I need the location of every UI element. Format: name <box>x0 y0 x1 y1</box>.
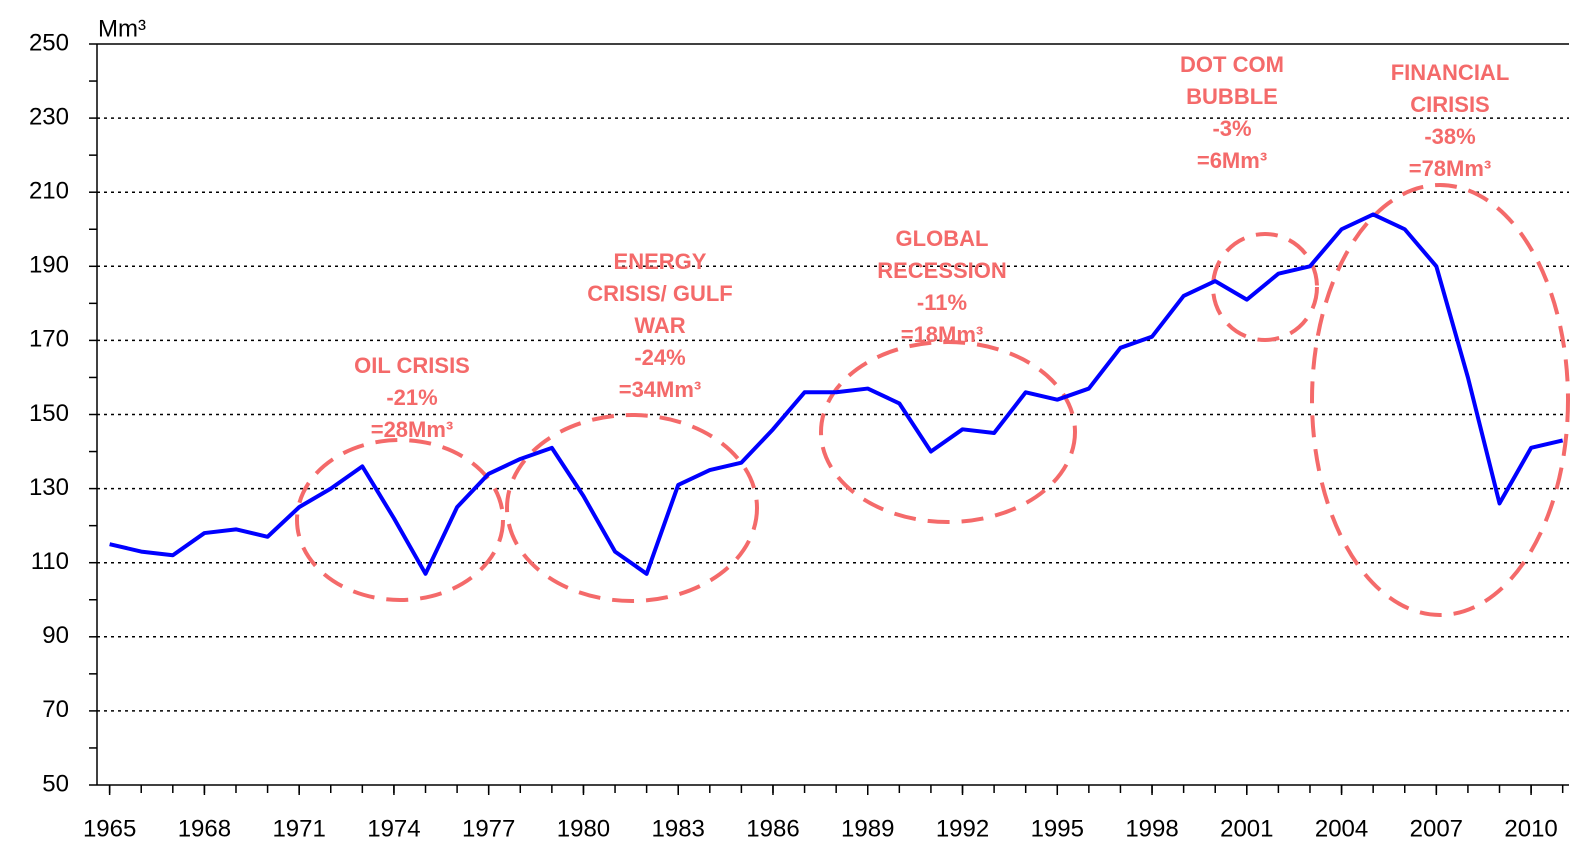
x-tick-label: 2004 <box>1315 815 1368 842</box>
y-tick-label: 230 <box>29 103 69 130</box>
annotation-text: -24% <box>634 345 685 370</box>
x-tick-label: 2010 <box>1504 815 1557 842</box>
x-tick-label: 2007 <box>1410 815 1463 842</box>
x-tick-label: 1998 <box>1125 815 1178 842</box>
annotation-text: DOT COM <box>1180 52 1284 77</box>
y-tick-label: 110 <box>31 548 69 575</box>
annotation-ellipse <box>505 413 759 603</box>
annotation-text: GLOBAL <box>896 226 989 251</box>
y-tick-label: 170 <box>29 326 69 353</box>
y-tick-label: 250 <box>29 29 69 56</box>
x-tick-label: 1992 <box>936 815 989 842</box>
x-tick-label: 1968 <box>178 815 231 842</box>
annotation-text: OIL CRISIS <box>354 353 470 378</box>
annotation-text: BUBBLE <box>1186 84 1278 109</box>
x-tick-label: 1995 <box>1031 815 1084 842</box>
y-tick-label: 50 <box>42 770 69 797</box>
x-tick-label: 2001 <box>1220 815 1273 842</box>
annotation-text: -3% <box>1212 116 1251 141</box>
annotation-text: RECESSION <box>877 258 1007 283</box>
y-tick-label: 90 <box>42 622 69 649</box>
y-tick-label: 190 <box>29 252 69 279</box>
data-line <box>109 212 1564 576</box>
annotation-text: =34Mm³ <box>619 377 702 402</box>
annotation-text: FINANCIAL <box>1391 60 1510 85</box>
y-tick-label: 150 <box>29 400 69 427</box>
annotation-text: ENERGY <box>614 249 707 274</box>
annotation-text: =18Mm³ <box>901 322 984 347</box>
x-tick-label: 1971 <box>272 815 325 842</box>
y-tick-label: 70 <box>42 696 69 723</box>
x-tick-label: 1980 <box>557 815 610 842</box>
annotation-text: CIRISIS <box>1410 92 1489 117</box>
annotation-text: -21% <box>386 385 437 410</box>
x-tick-label: 1974 <box>367 815 420 842</box>
x-tick-label: 1989 <box>841 815 894 842</box>
annotation-text: =6Mm³ <box>1197 148 1267 173</box>
annotation-text: CRISIS/ GULF <box>587 281 732 306</box>
x-tick-label: 1965 <box>83 815 136 842</box>
annotation-text: WAR <box>634 313 685 338</box>
x-tick-label: 1986 <box>746 815 799 842</box>
x-tick-label: 1977 <box>462 815 515 842</box>
y-tick-label: 130 <box>29 474 69 501</box>
annotation-ellipse <box>295 438 505 602</box>
annotation-ellipse <box>819 340 1077 524</box>
annotation-ellipse <box>1310 183 1570 617</box>
annotation-text: =78Mm³ <box>1409 156 1492 181</box>
annotation-text: =28Mm³ <box>371 417 454 442</box>
annotation-text: -38% <box>1424 124 1475 149</box>
annotation-ellipse <box>1211 232 1319 342</box>
y-tick-label: 210 <box>29 178 69 205</box>
x-tick-label: 1983 <box>652 815 705 842</box>
annotation-text: -11% <box>917 290 967 315</box>
y-axis-label: Mm³ <box>98 15 146 42</box>
